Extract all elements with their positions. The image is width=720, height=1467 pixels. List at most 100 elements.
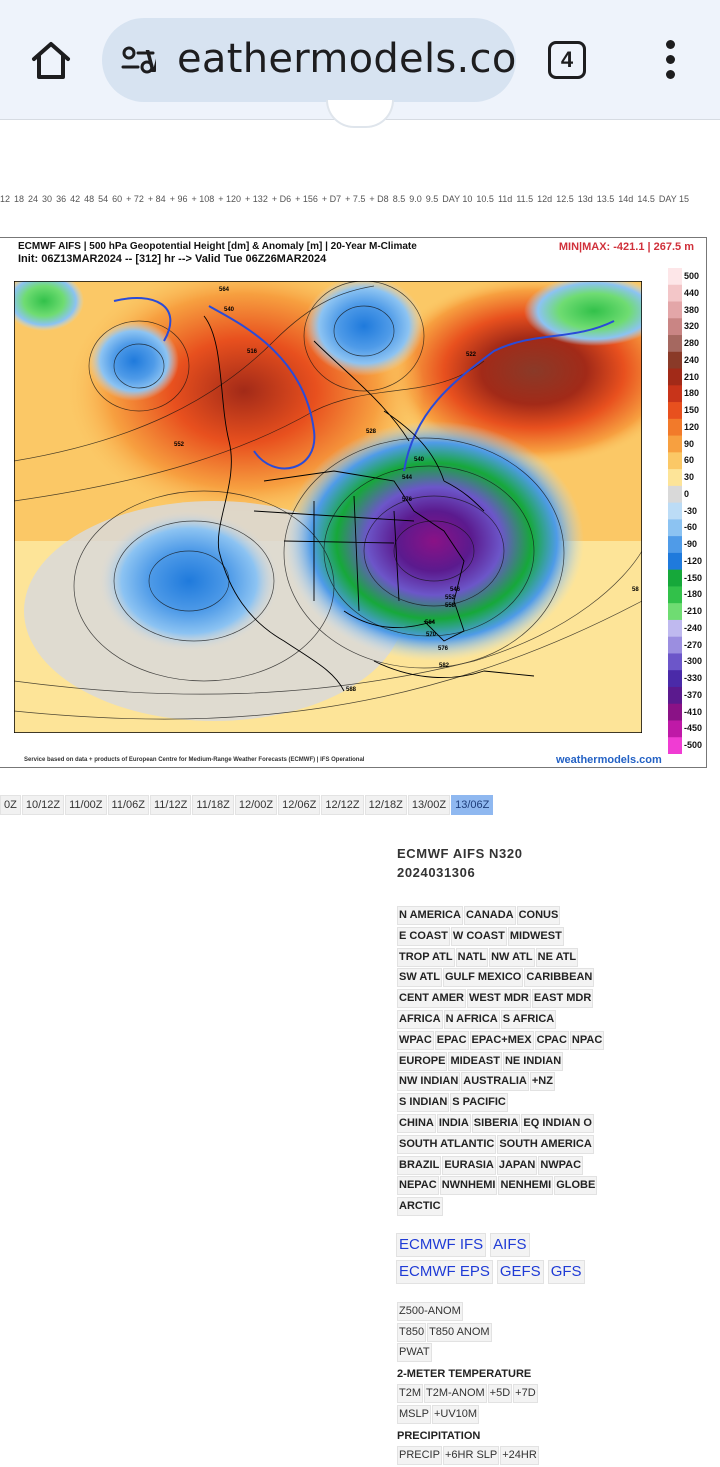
forecast-hour-link[interactable]: + 96 [169,194,188,204]
param-link[interactable]: T2M [397,1384,423,1404]
url-text[interactable]: weathermodels.com [144,36,516,82]
init-time-link[interactable]: 13/06Z [451,795,494,815]
region-link[interactable]: MIDEAST [448,1051,502,1071]
region-link[interactable]: INDIA [436,1113,471,1133]
region-link[interactable]: AFRICA [397,1009,443,1029]
param-link[interactable]: T850 ANOM [427,1322,492,1342]
init-time-link[interactable]: 12/18Z [364,795,407,815]
region-link[interactable]: EURASIA [442,1155,496,1175]
param-link[interactable]: +24HR [500,1446,539,1466]
region-link[interactable]: S AFRICA [500,1009,557,1029]
init-time-link[interactable]: 11/06Z [107,795,149,815]
forecast-hour-link[interactable]: 48 [84,194,95,204]
model-link[interactable]: GFS [547,1260,585,1284]
forecast-hour-link[interactable]: + D6 [271,194,292,204]
init-time-link[interactable]: 10/12Z [21,795,65,815]
forecast-hour-link[interactable]: 13.5 [596,194,615,204]
model-link[interactable]: GEFS [496,1260,544,1284]
region-link[interactable]: ARCTIC [397,1197,443,1217]
region-link[interactable]: BRAZIL [397,1155,442,1175]
param-link[interactable]: +7D [513,1384,538,1404]
region-link[interactable]: W COAST [450,926,507,946]
region-link[interactable]: CPAC [534,1030,569,1050]
init-time-link[interactable]: 0Z [0,795,21,815]
forecast-hour-link[interactable]: 12d [537,194,553,204]
region-link[interactable]: TROP ATL [397,947,455,967]
param-link[interactable]: PRECIP [397,1446,442,1466]
param-link[interactable]: +6HR SLP [442,1446,500,1466]
param-link[interactable]: Z500-ANOM [397,1302,463,1321]
region-link[interactable]: EPAC [434,1030,469,1050]
param-link[interactable]: MSLP [397,1404,431,1424]
forecast-hour-link[interactable]: 9.5 [425,194,439,204]
forecast-hour-link[interactable]: 60 [112,194,123,204]
region-link[interactable]: WEST MDR [466,989,531,1009]
init-time-link[interactable]: 11/00Z [65,795,107,815]
forecast-hour-link[interactable]: 12.5 [556,194,574,204]
forecast-hour-link[interactable]: 14d [618,194,634,204]
region-link[interactable]: CARIBBEAN [524,968,595,988]
region-link[interactable]: MIDWEST [507,926,564,946]
region-link[interactable]: SW ATL [397,968,442,988]
region-link[interactable]: NW ATL [489,947,535,967]
region-link[interactable]: CHINA [397,1113,436,1133]
forecast-hour-link[interactable]: DAY 10 [442,194,473,204]
region-link[interactable]: SOUTH ATLANTIC [397,1134,497,1154]
region-link[interactable]: CONUS [516,906,561,925]
tab-switcher-button[interactable]: 4 [548,41,586,79]
init-time-link[interactable]: 11/12Z [149,795,192,815]
forecast-hour-link[interactable]: 8.5 [392,194,406,204]
forecast-hour-link[interactable]: 12 [0,194,11,204]
forecast-hour-link[interactable]: + 84 [147,194,166,204]
region-link[interactable]: CANADA [463,906,516,925]
region-link[interactable]: EPAC+MEX [469,1030,534,1050]
forecast-hour-link[interactable]: 14.5 [637,194,655,204]
region-link[interactable]: NWPAC [538,1155,584,1175]
region-link[interactable]: NWNHEMI [439,1176,498,1196]
region-link[interactable]: NW INDIAN [397,1072,461,1092]
region-link[interactable]: N AMERICA [397,906,463,925]
init-time-link[interactable]: 13/00Z [407,795,451,815]
region-link[interactable]: +NZ [529,1072,555,1092]
init-time-link[interactable]: 12/12Z [321,795,364,815]
init-time-link[interactable]: 11/18Z [192,795,234,815]
forecast-hour-link[interactable]: + 156 [295,194,318,204]
forecast-hour-link[interactable]: 36 [56,194,67,204]
region-link[interactable]: AUSTRALIA [461,1072,529,1092]
region-link[interactable]: NPAC [569,1030,605,1050]
forecast-hour-link[interactable]: 30 [42,194,53,204]
region-link[interactable]: SIBERIA [471,1113,521,1133]
region-link[interactable]: NENHEMI [498,1176,554,1196]
region-link[interactable]: NE ATL [535,947,579,967]
region-link[interactable]: NEPAC [397,1176,439,1196]
region-link[interactable]: S PACIFIC [450,1093,508,1113]
region-link[interactable]: GULF MEXICO [442,968,524,988]
region-link[interactable]: GLOBE [554,1176,598,1196]
site-settings-icon[interactable] [120,45,156,75]
init-time-link[interactable]: 12/00Z [234,795,278,815]
region-link[interactable]: SOUTH AMERICA [497,1134,594,1154]
forecast-hour-link[interactable]: 54 [98,194,109,204]
region-link[interactable]: S INDIAN [397,1093,450,1113]
forecast-hour-link[interactable]: + 72 [126,194,144,204]
param-link[interactable]: +UV10M [431,1404,480,1424]
region-link[interactable]: E COAST [397,926,450,946]
forecast-hour-link[interactable]: 42 [70,194,81,204]
model-link[interactable]: AIFS [490,1233,530,1257]
region-link[interactable]: JAPAN [496,1155,538,1175]
overflow-menu-icon[interactable] [660,40,680,80]
forecast-hour-link[interactable]: + 120 [218,194,242,204]
init-time-link[interactable]: 12/06Z [278,795,321,815]
forecast-hour-link[interactable]: + 108 [191,194,215,204]
forecast-hour-link[interactable]: 9.0 [409,194,422,204]
region-link[interactable]: EAST MDR [531,989,594,1009]
forecast-hour-link[interactable]: DAY 15 [658,194,690,204]
forecast-hour-link[interactable]: + 7.5 [345,194,366,204]
param-link[interactable]: T2M-ANOM [424,1384,487,1404]
forecast-hour-link[interactable]: 18 [14,194,25,204]
region-link[interactable]: N AFRICA [443,1009,500,1029]
param-link[interactable]: +5D [487,1384,513,1404]
region-link[interactable]: NATL [455,947,489,967]
region-link[interactable]: EUROPE [397,1051,448,1071]
region-link[interactable]: NE INDIAN [502,1051,564,1071]
